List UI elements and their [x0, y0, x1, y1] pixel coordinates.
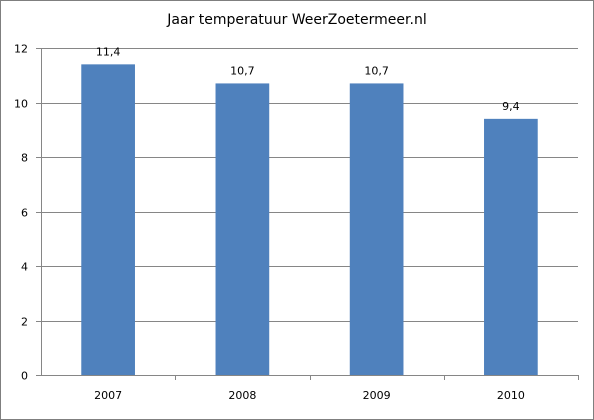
x-tick-label: 2008	[228, 389, 256, 402]
data-label: 11,4	[96, 45, 121, 58]
x-axis: 2007 2008 2009 2010	[41, 375, 579, 402]
bar-2008	[215, 83, 270, 376]
chart-title: Jaar temperatuur WeerZoetermeer.nl	[167, 12, 427, 28]
data-label: 10,7	[230, 64, 255, 77]
y-tick-label: 4	[21, 261, 28, 274]
bar-2010	[484, 118, 538, 375]
y-tick-label: 12	[14, 43, 28, 56]
bars	[81, 64, 538, 376]
bar-2007	[81, 64, 135, 375]
y-tick-label: 6	[21, 207, 28, 220]
y-tick-label: 2	[21, 316, 28, 329]
bar-2009	[349, 83, 404, 376]
x-tick-label: 2009	[363, 389, 391, 402]
y-tick-label: 10	[14, 98, 28, 111]
y-tick-label: 0	[21, 370, 28, 383]
data-label: 10,7	[364, 64, 389, 77]
x-tick-label: 2007	[94, 389, 122, 402]
data-label: 9,4	[502, 100, 520, 113]
x-tick-label: 2010	[497, 389, 525, 402]
y-tick-label: 8	[21, 152, 28, 165]
data-labels: 11,4 10,7 10,7 9,4	[96, 45, 520, 113]
y-axis: 0 2 4 6 8 10 12	[14, 43, 42, 383]
